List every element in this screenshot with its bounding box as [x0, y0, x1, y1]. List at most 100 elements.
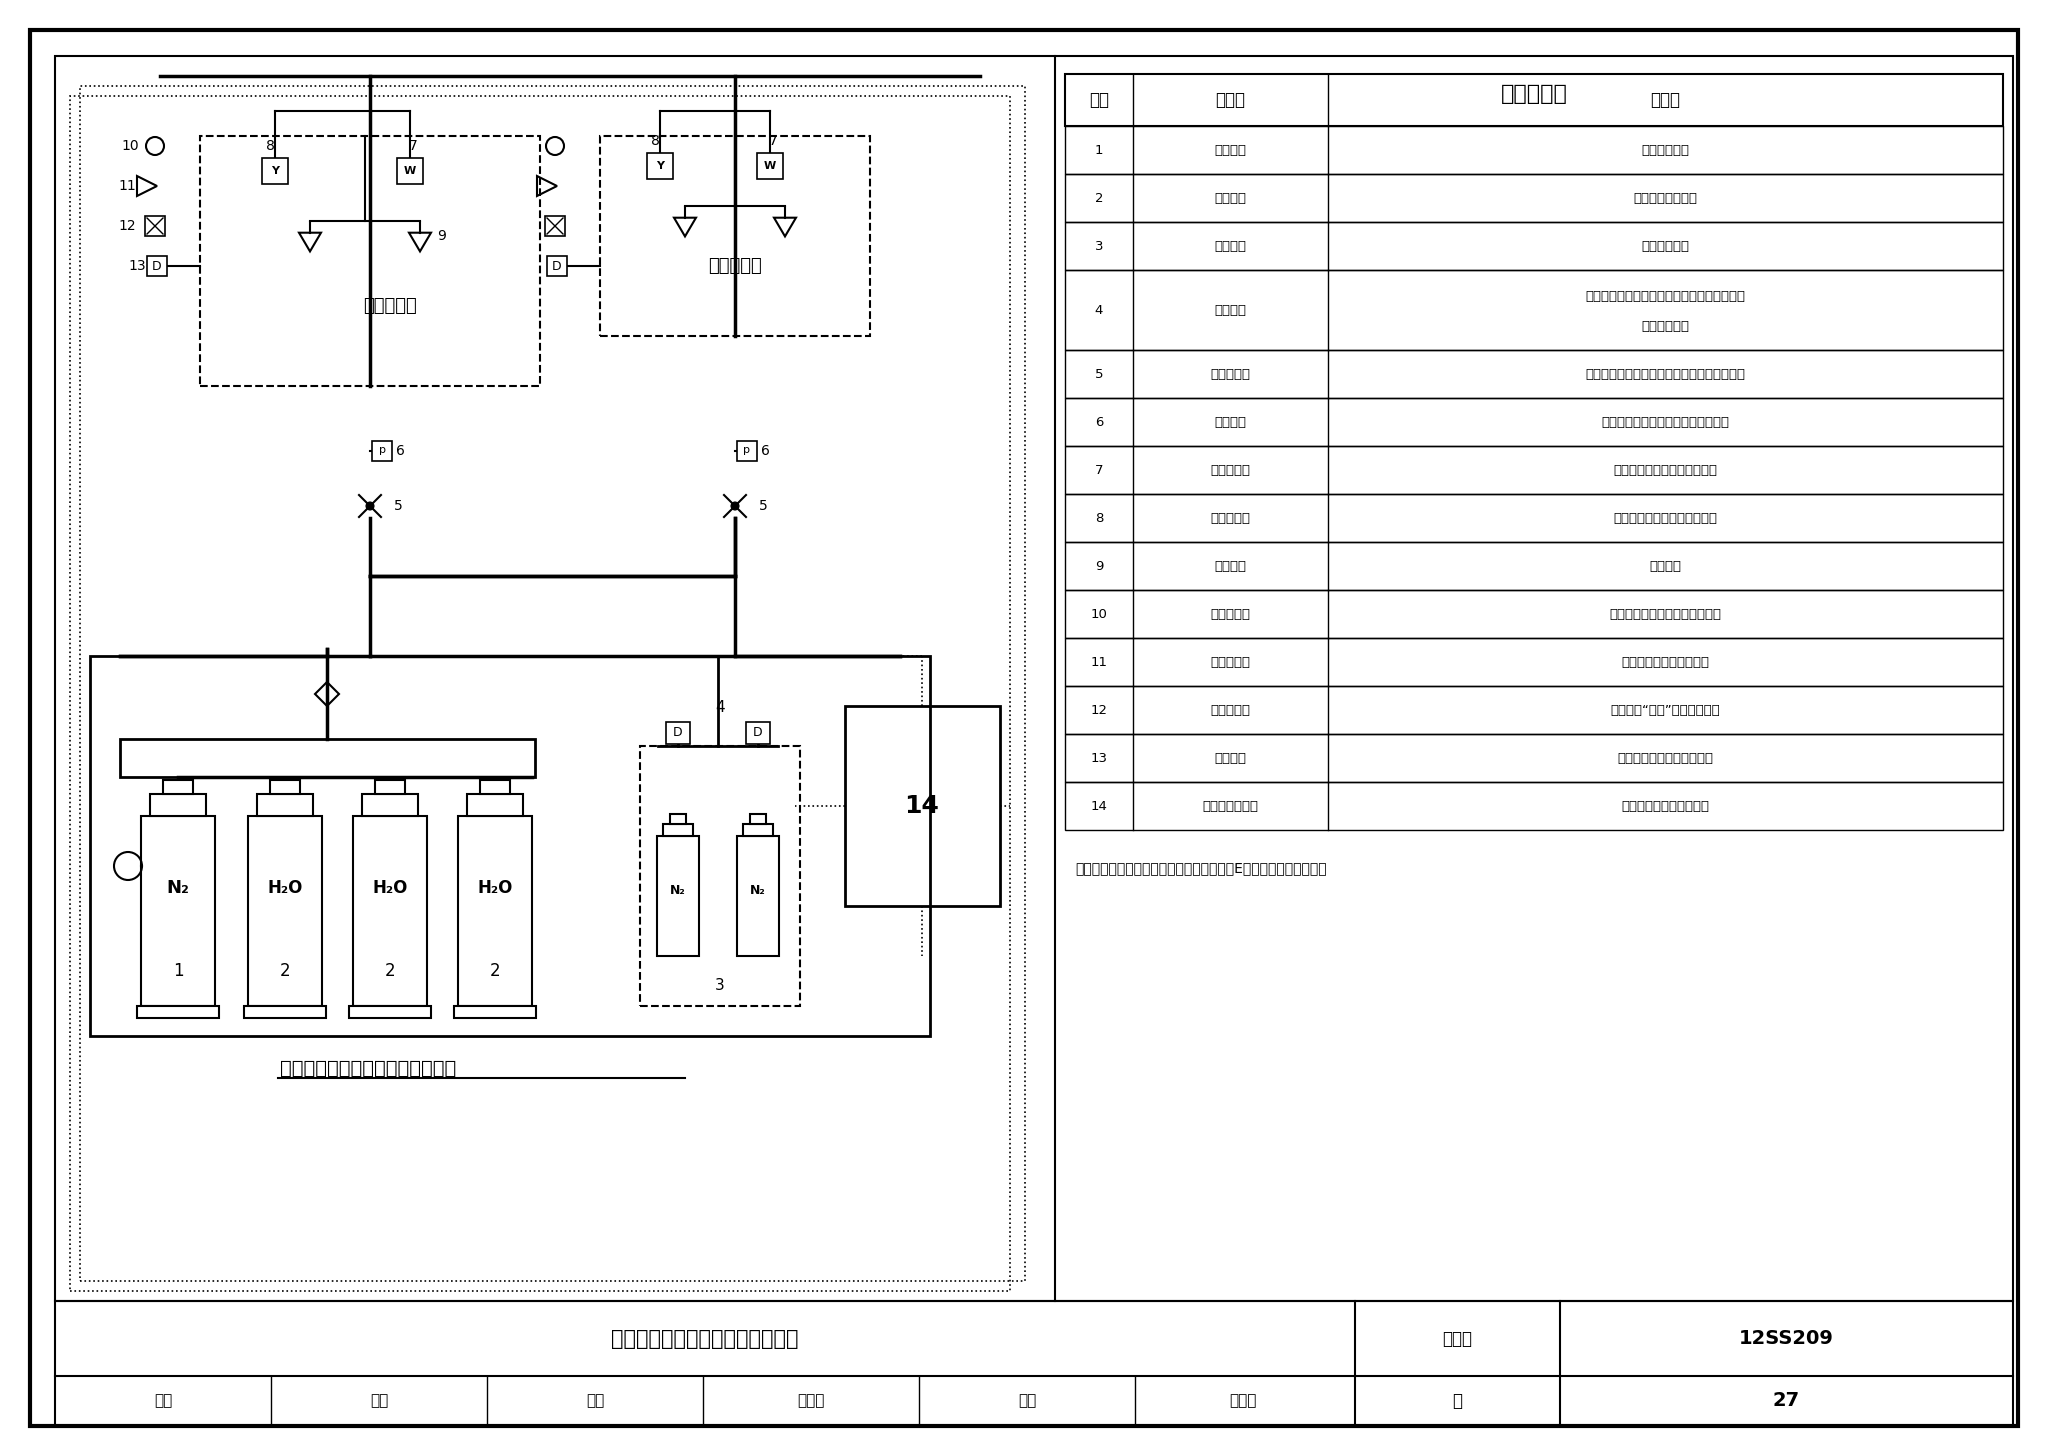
Bar — [244, 1006, 326, 1018]
Bar — [70, 96, 1010, 1291]
Text: W: W — [403, 166, 416, 176]
Text: 27: 27 — [1772, 1392, 1800, 1411]
Text: 2: 2 — [281, 962, 291, 980]
Text: 校对: 校对 — [586, 1393, 604, 1408]
Text: 9: 9 — [438, 229, 446, 243]
Text: 6: 6 — [1096, 415, 1104, 428]
Text: 10: 10 — [1092, 607, 1108, 620]
Bar — [1065, 782, 2003, 830]
Text: 第二防护区: 第二防护区 — [709, 258, 762, 275]
Text: 启动瓶组: 启动瓶组 — [1214, 239, 1245, 252]
Text: 3: 3 — [715, 978, 725, 993]
Bar — [90, 657, 930, 1037]
Text: 5: 5 — [393, 499, 401, 513]
Bar — [373, 441, 391, 462]
Text: 感烟探测器: 感烟探测器 — [1210, 511, 1249, 524]
Bar — [1065, 590, 2003, 638]
Text: 6: 6 — [395, 444, 403, 459]
Text: 实现系统“现场”电气手动启动: 实现系统“现场”电气手动启动 — [1610, 703, 1720, 716]
Bar — [1065, 221, 2003, 269]
Text: 接收火警信号并发出指令: 接收火警信号并发出指令 — [1622, 799, 1708, 812]
Text: 6: 6 — [760, 444, 770, 459]
Bar — [164, 780, 193, 794]
Text: 对应各防护区的控制阀（常闭，灭火时打开）: 对应各防护区的控制阀（常闭，灭火时打开） — [1585, 367, 1745, 380]
Text: 5: 5 — [758, 499, 768, 513]
Text: 释放启动气体: 释放启动气体 — [1640, 319, 1690, 332]
Bar — [121, 740, 535, 778]
Text: N₂: N₂ — [166, 879, 188, 897]
Bar — [1065, 638, 2003, 686]
Bar — [145, 215, 166, 236]
Bar — [1065, 74, 2003, 127]
Text: N₂: N₂ — [670, 884, 686, 897]
Bar — [455, 1006, 537, 1018]
Bar — [262, 159, 289, 183]
Text: D: D — [674, 727, 682, 740]
Bar — [743, 824, 772, 836]
Text: H₂O: H₂O — [477, 879, 512, 897]
Text: 12: 12 — [119, 218, 135, 233]
Text: 郭才智: 郭才智 — [797, 1393, 825, 1408]
Text: 13: 13 — [1090, 751, 1108, 764]
Text: 1: 1 — [1096, 144, 1104, 156]
Text: 瓶组式高压细水雾开式系统示意图: 瓶组式高压细水雾开式系统示意图 — [610, 1329, 799, 1350]
Bar — [55, 1302, 2013, 1425]
Bar — [1065, 494, 2003, 542]
Text: 储存驱动气体: 储存驱动气体 — [1640, 144, 1690, 156]
Text: 分区控制阀: 分区控制阀 — [1210, 367, 1249, 380]
Text: 喷放指示灯: 喷放指示灯 — [1210, 607, 1249, 620]
Text: 7: 7 — [768, 134, 778, 149]
Text: 接收灭火动作信号，打开相应防护区控制阀，: 接收灭火动作信号，打开相应防护区控制阀， — [1585, 290, 1745, 303]
Text: 审核: 审核 — [154, 1393, 172, 1408]
Text: 储气瓶组: 储气瓶组 — [1214, 144, 1245, 156]
Bar — [352, 815, 426, 1006]
Bar — [1065, 446, 2003, 494]
Bar — [745, 722, 770, 744]
Text: 孟祥敏: 孟祥敏 — [1229, 1393, 1257, 1408]
Text: 7: 7 — [1096, 463, 1104, 476]
Circle shape — [367, 502, 375, 510]
Text: 14: 14 — [1092, 799, 1108, 812]
Bar — [547, 256, 567, 277]
Bar — [846, 706, 999, 906]
Bar — [1065, 269, 2003, 349]
Text: D: D — [152, 259, 162, 272]
Bar — [1065, 397, 2003, 446]
Bar — [639, 745, 801, 1006]
Text: 2: 2 — [489, 962, 500, 980]
Bar — [55, 55, 2013, 1302]
Circle shape — [731, 502, 739, 510]
Bar — [201, 135, 541, 386]
Bar — [1065, 542, 2003, 590]
Bar — [1065, 686, 2003, 734]
Text: 8: 8 — [266, 138, 274, 153]
Text: 储存灭火系统用水: 储存灭火系统用水 — [1632, 192, 1698, 204]
Text: 1: 1 — [172, 962, 184, 980]
Bar — [666, 722, 690, 744]
Bar — [545, 215, 565, 236]
Bar — [467, 794, 522, 815]
Bar — [670, 814, 686, 824]
Text: 储水瓶组: 储水瓶组 — [1214, 192, 1245, 204]
Text: 名　称: 名 称 — [1214, 90, 1245, 109]
Text: H₂O: H₂O — [373, 879, 408, 897]
Text: 4: 4 — [715, 700, 725, 715]
Text: 12: 12 — [1090, 703, 1108, 716]
Bar — [459, 815, 532, 1006]
Bar — [270, 780, 299, 794]
Text: 感温探测器: 感温探测器 — [1210, 463, 1249, 476]
Text: 用　途: 用 途 — [1651, 90, 1679, 109]
Bar — [737, 836, 778, 957]
Text: Y: Y — [655, 162, 664, 170]
Text: 杜鹏: 杜鹏 — [371, 1393, 389, 1408]
Text: 提示该区域正在喷雾灭火: 提示该区域正在喷雾灭火 — [1622, 655, 1708, 668]
Text: 第一防护区: 第一防护区 — [362, 297, 418, 314]
Bar — [350, 1006, 430, 1018]
Text: 5: 5 — [1096, 367, 1104, 380]
Text: 系统喷雾时，提示该区域有火情: 系统喷雾时，提示该区域有火情 — [1610, 607, 1720, 620]
Text: 2: 2 — [1096, 192, 1104, 204]
Text: W: W — [764, 162, 776, 170]
Bar — [737, 441, 758, 462]
Text: 10: 10 — [121, 138, 139, 153]
Bar — [1065, 127, 2003, 175]
